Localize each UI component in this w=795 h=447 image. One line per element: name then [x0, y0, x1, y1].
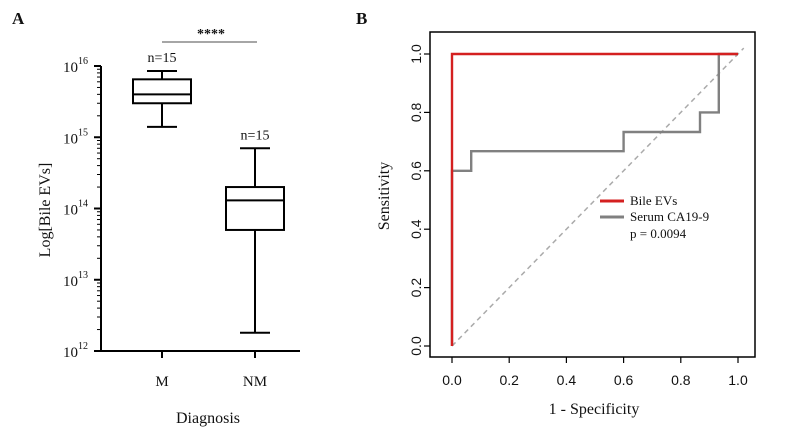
y-tick-exp: 16 — [78, 56, 88, 67]
y-tick-label: 1013 — [63, 270, 88, 290]
legend-entry: Serum CA19-9 — [630, 209, 709, 224]
x-tick-label: 0.0 — [442, 372, 462, 388]
y-tick-exp: 14 — [78, 199, 88, 210]
n-label: n=15 — [241, 128, 270, 143]
y-axis-title: Log[Bile EVs] — [37, 163, 54, 258]
iqr-box — [225, 186, 285, 231]
legend-entry: Bile EVs — [630, 193, 677, 208]
legend-p-value: p = 0.0094 — [630, 226, 687, 241]
x-tick-label: 0.6 — [614, 372, 634, 388]
x-tick-label: M — [155, 374, 168, 390]
y-tick-exp: 15 — [78, 127, 88, 138]
iqr-box — [132, 78, 192, 105]
y-tick-label: 1015 — [63, 127, 88, 147]
y-tick-label: 0.2 — [408, 278, 424, 298]
plot-frame — [429, 31, 756, 358]
x-tick-label: 0.2 — [499, 372, 519, 388]
y-tick-exp: 12 — [78, 341, 88, 352]
y-tick-base: 10 — [63, 60, 78, 76]
y-tick-label: 0.8 — [408, 102, 424, 122]
panel-a-label: A — [12, 9, 25, 28]
y-axis-title: Sensitivity — [376, 162, 393, 230]
y-tick-label: 1016 — [63, 56, 88, 76]
y-tick-label: 1012 — [63, 341, 88, 361]
y-tick-label: 1.0 — [408, 44, 424, 64]
box-nm: n=15 — [225, 128, 285, 334]
x-tick-label: 1.0 — [728, 372, 748, 388]
y-tick-base: 10 — [63, 274, 78, 290]
x-tick-label: NM — [243, 374, 267, 390]
roc-panel: 0.0 0.0 0.2 0.2 0.4 0.4 0.6 0.6 0.8 0.8 1.0 1.0 Bile… — [376, 31, 756, 418]
n-label: n=15 — [148, 51, 177, 66]
x-tick-label: 0.4 — [557, 372, 577, 388]
x-tick-label: 0.8 — [671, 372, 691, 388]
panel-b-label: B — [356, 9, 367, 28]
y-tick-base: 10 — [63, 345, 78, 361]
y-tick-label: 0.6 — [408, 161, 424, 181]
y-tick-label: 0.0 — [408, 336, 424, 356]
roc-series-serum-ca19-9 — [450, 52, 738, 346]
y-tick-exp: 13 — [78, 270, 88, 281]
y-tick-label: 1014 — [63, 199, 88, 219]
chance-reference-line — [451, 47, 745, 347]
significance-label: **** — [197, 27, 225, 42]
box-m: n=15 — [132, 51, 192, 128]
y-tick-label: 0.4 — [408, 219, 424, 239]
y-tick-base: 10 — [63, 131, 78, 147]
roc-series-bile-evs — [450, 52, 738, 346]
x-axis-title: Diagnosis — [176, 410, 240, 427]
y-tick-base: 10 — [63, 203, 78, 219]
x-axis-title: 1 - Specificity — [549, 401, 640, 418]
